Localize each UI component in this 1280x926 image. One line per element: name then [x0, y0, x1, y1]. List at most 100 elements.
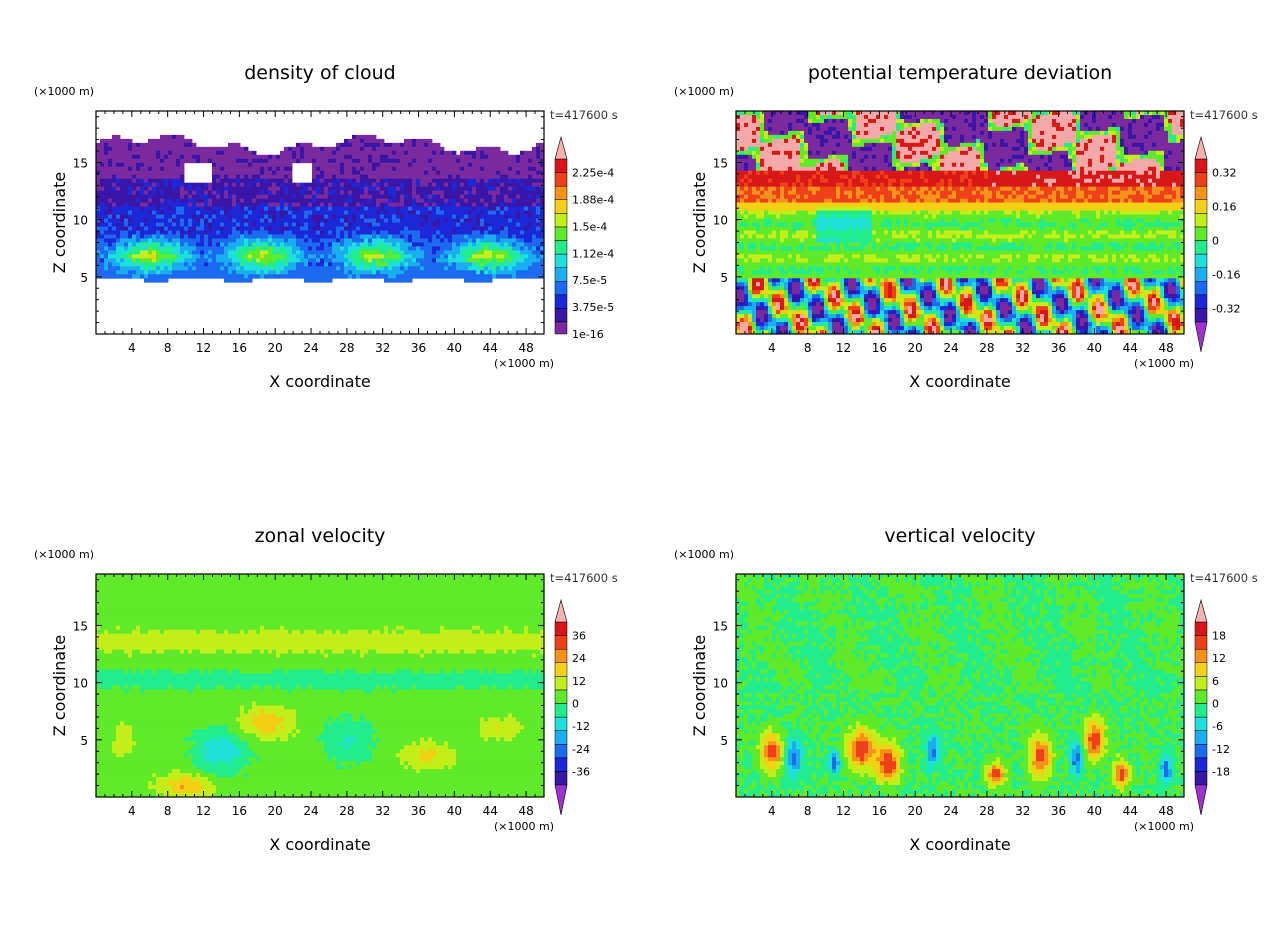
heatmap-cell [424, 138, 429, 144]
heatmap-cell [288, 158, 293, 164]
heatmap-cell [460, 222, 465, 227]
heatmap-cell [388, 154, 393, 160]
heatmap-cell [164, 202, 169, 207]
heatmap-cell [1100, 114, 1105, 120]
heatmap-cell [172, 270, 177, 275]
heatmap-cell [424, 214, 429, 219]
heatmap-cell [1156, 122, 1161, 128]
heatmap-cell [1080, 126, 1085, 132]
heatmap-cell [312, 198, 317, 203]
heatmap-cell [100, 166, 105, 172]
heatmap-cell [984, 114, 989, 120]
heatmap-cell [308, 194, 313, 200]
heatmap-cell [424, 198, 429, 203]
heatmap-cell [296, 246, 301, 251]
heatmap-cell [168, 166, 173, 172]
heatmap-cell [1012, 138, 1017, 144]
heatmap-cell [164, 242, 169, 247]
heatmap-cell [280, 266, 285, 271]
heatmap-cell [884, 142, 889, 148]
heatmap-cell [388, 170, 393, 176]
heatmap-cell [112, 154, 117, 160]
heatmap-cell [328, 278, 333, 283]
heatmap-cell [112, 162, 117, 168]
heatmap-cell [356, 230, 361, 235]
heatmap-cell [276, 198, 281, 203]
heatmap-cell [480, 254, 485, 259]
heatmap-cell [528, 150, 533, 156]
heatmap-cell [908, 111, 913, 116]
heatmap-cell [852, 130, 857, 136]
heatmap-cell [904, 114, 909, 120]
heatmap-cell [204, 218, 209, 223]
heatmap-cell [476, 202, 481, 207]
heatmap-cell [392, 254, 397, 259]
x-tick-label: 12 [196, 341, 211, 355]
heatmap-cell [504, 222, 509, 227]
heatmap-cell [208, 274, 213, 279]
heatmap-cell [536, 226, 541, 231]
heatmap-cell [116, 210, 121, 215]
heatmap-cell [272, 266, 277, 271]
heatmap-cell [164, 194, 169, 200]
heatmap-cell [404, 174, 409, 180]
heatmap-cell [424, 242, 429, 247]
heatmap-cell [236, 250, 241, 255]
heatmap-cell [1088, 142, 1093, 148]
heatmap-cell [380, 238, 385, 243]
heatmap-cell [396, 174, 401, 180]
heatmap-cell [1132, 118, 1137, 124]
heatmap-cell [160, 222, 165, 227]
heatmap-cell [420, 238, 425, 243]
heatmap-cell [392, 158, 397, 164]
heatmap-cell [212, 198, 217, 203]
heatmap-cell [412, 230, 417, 235]
heatmap-cell [164, 226, 169, 231]
heatmap-cell [736, 138, 741, 144]
heatmap-cell [376, 142, 381, 148]
heatmap-cell [452, 274, 457, 279]
heatmap-cell [124, 194, 129, 200]
heatmap-cell [372, 242, 377, 247]
heatmap-cell [108, 202, 113, 207]
heatmap-cell [940, 118, 945, 124]
heatmap-cell [520, 242, 525, 247]
heatmap-cell [1004, 111, 1009, 116]
heatmap-cell [192, 198, 197, 203]
heatmap-cell [436, 214, 441, 219]
heatmap-cell [868, 126, 873, 132]
heatmap-cell [372, 142, 377, 148]
heatmap-cell [264, 210, 269, 215]
heatmap-cell [448, 198, 453, 203]
heatmap-cell [224, 258, 229, 263]
heatmap-cell [180, 222, 185, 227]
heatmap-cell [320, 254, 325, 259]
heatmap-cell [200, 158, 205, 164]
heatmap-cell [176, 238, 181, 243]
heatmap-cell [236, 158, 241, 164]
heatmap-cell [280, 258, 285, 263]
heatmap-cell [536, 250, 541, 255]
heatmap-cell [956, 138, 961, 144]
heatmap-cell [316, 222, 321, 227]
heatmap-cell [156, 210, 161, 215]
heatmap-cell [508, 190, 513, 196]
field-grid [96, 134, 545, 283]
heatmap-cell [768, 134, 773, 140]
heatmap-cell [388, 238, 393, 243]
heatmap-cell [356, 262, 361, 267]
heatmap-cell [484, 254, 489, 259]
heatmap-cell [436, 226, 441, 231]
heatmap-cell [364, 178, 369, 184]
heatmap-cell [184, 198, 189, 203]
heatmap-cell [152, 138, 157, 144]
heatmap-cell [488, 170, 493, 176]
heatmap-cell [848, 114, 853, 120]
heatmap-cell [96, 246, 101, 251]
heatmap-cell [804, 130, 809, 136]
heatmap-cell [444, 242, 449, 247]
heatmap-cell [400, 150, 405, 156]
heatmap-cell [224, 254, 229, 259]
heatmap-cell [460, 246, 465, 251]
heatmap-cell [136, 162, 141, 168]
